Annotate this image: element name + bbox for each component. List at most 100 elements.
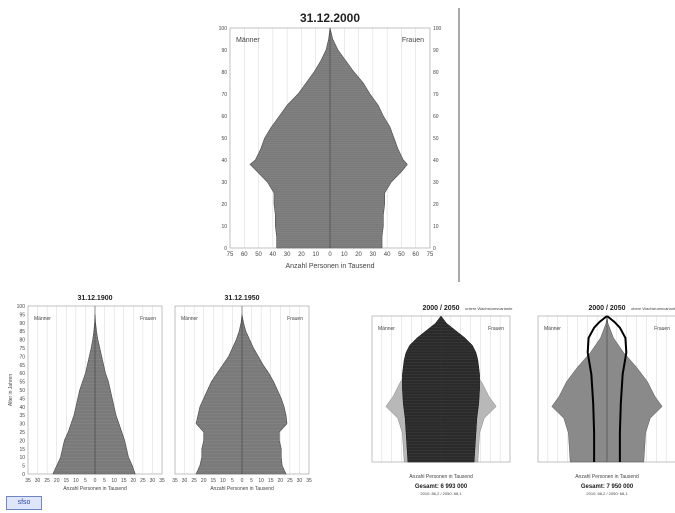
pyramid-area [52, 314, 136, 475]
male-label: Männer [544, 326, 561, 332]
total-sub: 2010: 86,2 / 2050: 68,1 [586, 491, 628, 496]
age-tick-right: 80 [433, 70, 439, 76]
male-label: Männer [378, 326, 395, 332]
x-tick: 50 [255, 252, 262, 258]
age-tick-left: 50 [19, 388, 25, 394]
age-tick-left: 55 [19, 380, 25, 386]
male-label: Männer [34, 316, 51, 322]
age-tick-left: 50 [221, 136, 227, 142]
x-tick: 10 [341, 252, 348, 258]
age-tick-left: 95 [19, 312, 25, 318]
age-tick-right: 50 [433, 136, 439, 142]
age-tick-left: 15 [19, 447, 25, 453]
pyramid-chart-4: 2000 / 2050 obere Wachstumsvariante Männer… [537, 305, 675, 496]
age-tick-left: 80 [221, 70, 227, 76]
age-tick-left: 60 [19, 371, 25, 377]
age-tick-left: 40 [19, 405, 25, 411]
female-label: Frauen [654, 326, 670, 332]
x-tick: 25 [140, 478, 146, 484]
x-tick: 0 [328, 252, 332, 258]
total-label: Gesamt: 7 950 000 [581, 484, 634, 490]
age-tick-right: 40 [433, 158, 439, 164]
x-tick: 30 [297, 478, 303, 484]
legend-label: untere Wachstumsvariante [465, 306, 513, 311]
x-axis-label: Anzahl Personen in Tausend [63, 486, 127, 492]
age-tick-left: 0 [22, 472, 25, 478]
age-tick-left: 20 [19, 438, 25, 444]
x-tick: 10 [258, 478, 264, 484]
age-tick-left: 30 [19, 422, 25, 428]
age-tick-left: 90 [221, 48, 227, 54]
x-tick: 25 [44, 478, 50, 484]
female-label: Frauen [402, 37, 424, 44]
x-axis-label: Anzahl Personen in Tausend [409, 474, 473, 480]
x-tick: 20 [54, 478, 60, 484]
x-tick: 10 [312, 252, 319, 258]
x-tick: 20 [298, 252, 305, 258]
age-tick-left: 65 [19, 363, 25, 369]
age-tick-left: 30 [221, 180, 227, 186]
age-tick-left: 70 [221, 92, 227, 98]
x-tick: 5 [84, 478, 87, 484]
age-tick-left: 90 [19, 321, 25, 327]
x-tick: 20 [278, 478, 284, 484]
y-axis-label: Alter in Jahren [8, 374, 14, 406]
x-tick: 40 [384, 252, 391, 258]
x-tick: 5 [231, 478, 234, 484]
female-label: Frauen [140, 316, 156, 322]
x-tick: 75 [427, 252, 434, 258]
publisher-logo: sfso [6, 496, 42, 510]
total-sub: 2010: 86,2 / 2050: 68,1 [420, 491, 462, 496]
x-tick: 20 [355, 252, 362, 258]
female-label: Frauen [488, 326, 504, 332]
age-tick-right: 70 [433, 92, 439, 98]
age-tick-right: 20 [433, 202, 439, 208]
age-tick-right: 10 [433, 224, 439, 230]
age-tick-left: 10 [221, 224, 227, 230]
age-tick-left: 40 [221, 158, 227, 164]
age-tick-left: 25 [19, 430, 25, 436]
x-tick: 25 [287, 478, 293, 484]
age-tick-left: 0 [224, 246, 227, 252]
x-tick: 60 [241, 252, 248, 258]
x-tick: 10 [111, 478, 117, 484]
x-tick: 40 [270, 252, 277, 258]
x-axis-label: Anzahl Personen in Tausend [210, 486, 274, 492]
female-label: Frauen [287, 316, 303, 322]
age-tick-left: 10 [19, 455, 25, 461]
age-tick-left: 75 [19, 346, 25, 352]
chart-title: 31.12.1950 [224, 295, 259, 302]
age-tick-left: 5 [22, 464, 25, 470]
x-tick: 15 [64, 478, 70, 484]
x-tick: 35 [25, 478, 31, 484]
age-tick-right: 30 [433, 180, 439, 186]
age-tick-left: 100 [219, 26, 228, 32]
x-tick: 15 [211, 478, 217, 484]
x-tick: 75 [227, 252, 234, 258]
x-tick: 30 [150, 478, 156, 484]
age-tick-left: 80 [19, 338, 25, 344]
age-tick-left: 100 [17, 304, 26, 310]
pyramid-area [195, 314, 288, 475]
x-tick: 35 [159, 478, 165, 484]
x-tick: 30 [35, 478, 41, 484]
chart-title: 31.12.2000 [300, 11, 360, 25]
x-tick: 15 [121, 478, 127, 484]
chart-title: 31.12.1900 [77, 295, 112, 302]
pyramid-chart-0: 31.12.2000 Männer Frauen 0 0 10 10 20 20 30 30 40 40… [219, 11, 442, 270]
x-axis-label: Anzahl Personen in Tausend [575, 474, 639, 480]
x-tick: 50 [398, 252, 405, 258]
x-tick: 60 [412, 252, 419, 258]
x-tick: 35 [306, 478, 312, 484]
x-tick: 30 [370, 252, 377, 258]
x-tick: 0 [241, 478, 244, 484]
x-tick: 15 [268, 478, 274, 484]
legend-label: obere Wachstumsvariante [631, 306, 675, 311]
male-label: Männer [181, 316, 198, 322]
x-tick: 10 [73, 478, 79, 484]
age-tick-left: 85 [19, 329, 25, 335]
age-tick-right: 60 [433, 114, 439, 120]
x-tick: 20 [131, 478, 137, 484]
age-tick-left: 45 [19, 396, 25, 402]
